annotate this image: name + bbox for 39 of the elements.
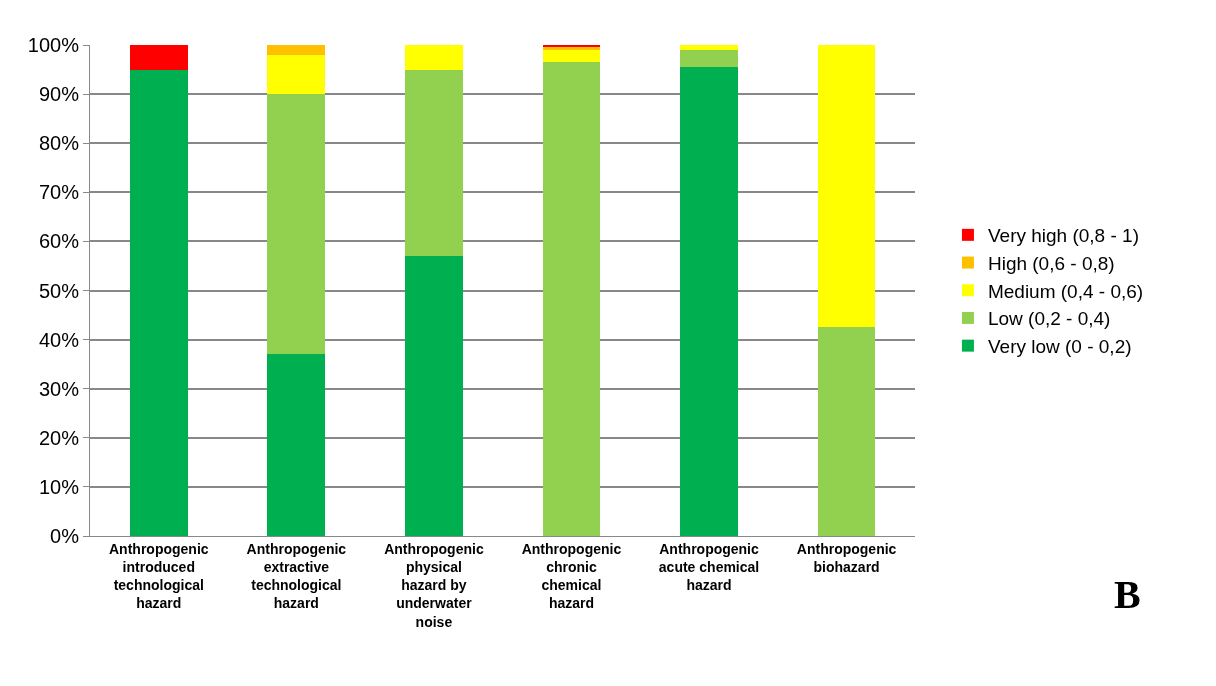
x-tick-label: Anthropogenic extractive technological hazard <box>246 540 347 612</box>
bar <box>267 354 326 536</box>
bar <box>405 69 463 257</box>
bar <box>129 69 188 536</box>
legend-label: Very high (0,8 - 1) <box>987 225 1139 247</box>
bar <box>267 54 326 95</box>
text: B <box>1114 572 1141 617</box>
x-tick-label: Anthropogenic biohazard <box>796 540 897 575</box>
bar <box>405 256 463 536</box>
y-tick-label: 0% <box>50 525 80 547</box>
y-tick-label: 70% <box>38 181 80 204</box>
bar <box>267 45 326 55</box>
y-tick-label: 30% <box>38 377 80 400</box>
bar <box>267 94 326 355</box>
y-tick-label: 80% <box>38 132 80 155</box>
x-tick-label: Anthropogenic physical hazard by underwater noise <box>384 540 484 630</box>
bar <box>680 67 738 536</box>
bar <box>680 49 738 68</box>
bar <box>542 62 601 536</box>
bar <box>542 49 601 63</box>
legend-label: Medium (0,4 - 0,6) <box>987 280 1144 302</box>
legend-label: Very low (0 - 0,2) <box>987 336 1132 358</box>
y-tick-label: 10% <box>38 475 80 498</box>
y-tick-label: 90% <box>38 83 80 106</box>
y-tick-label: 40% <box>38 328 80 351</box>
y-tick-label: 100% <box>27 34 80 56</box>
legend-label: High (0,6 - 0,8) <box>987 252 1115 274</box>
y-tick-label: 20% <box>38 426 80 449</box>
bar <box>129 45 188 70</box>
x-tick-label: Anthropogenic introduced technological hazard <box>109 540 209 612</box>
bar <box>680 45 738 50</box>
bar <box>405 45 463 70</box>
x-tick-label: Anthropogenic chronic chemical hazard <box>521 540 622 612</box>
legend-label: Low (0,2 - 0,4) <box>987 308 1111 330</box>
y-tick-label: 50% <box>38 279 80 302</box>
y-tick-label: 60% <box>38 230 80 253</box>
x-tick-label: Anthropogenic acute chemical hazard <box>658 540 760 594</box>
bar <box>817 45 876 328</box>
bar <box>817 327 876 536</box>
